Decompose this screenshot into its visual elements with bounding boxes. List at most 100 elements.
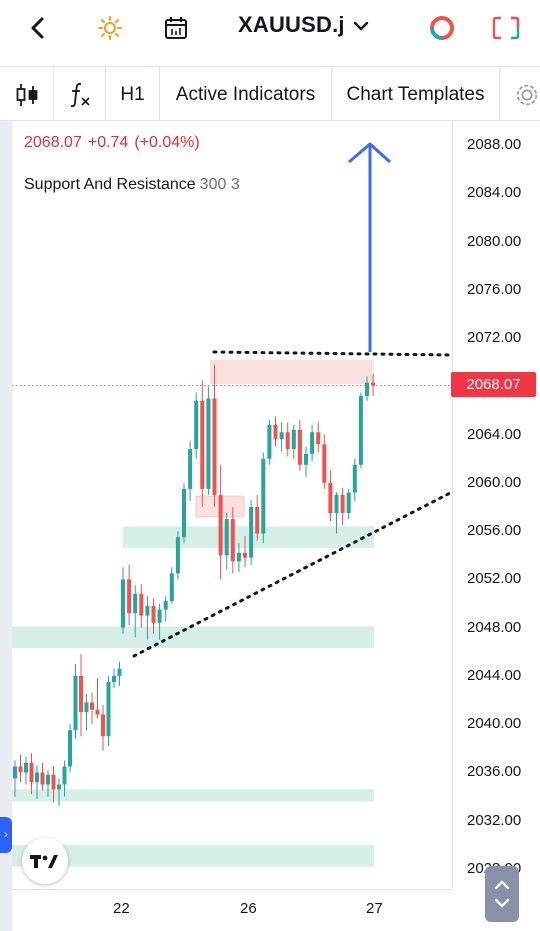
candle-body: [13, 766, 17, 779]
chevron-down-icon: [353, 21, 368, 31]
candle-body: [139, 593, 144, 616]
candle-body: [255, 507, 260, 534]
candle-body: [194, 400, 199, 450]
candle-body: [291, 429, 296, 450]
candle-body: [157, 609, 162, 623]
calendar-button[interactable]: [158, 8, 194, 48]
chevron-left-icon: [31, 17, 44, 39]
price-tick-label: 2076.00: [467, 280, 522, 298]
price-tick-label: 2052.00: [467, 570, 522, 588]
candle-body: [73, 675, 78, 731]
price-tick-label: 2044.00: [467, 666, 522, 684]
trade-ring-icon: [430, 16, 454, 40]
candlestick-icon: [16, 83, 37, 106]
price-change: +0.74: [87, 134, 129, 151]
indicator-params: 300 3: [199, 176, 240, 193]
price-tick-label: 2080.00: [467, 232, 522, 250]
back-button[interactable]: [20, 8, 56, 48]
price-tick-label: 2032.00: [467, 811, 522, 829]
indicator-name: Support And Resistance: [24, 176, 196, 193]
candle-body: [84, 702, 89, 713]
candle-body: [352, 464, 357, 493]
chevron-down-icon: [494, 898, 510, 908]
indicator-legend[interactable]: Support And Resistance 300 3: [24, 176, 240, 194]
candle-body: [106, 681, 111, 737]
candle-body: [316, 432, 321, 445]
candle-body: [18, 766, 23, 773]
candle-body: [163, 601, 168, 610]
candle-body: [127, 579, 132, 614]
price-tick-label: 2084.00: [467, 184, 522, 202]
price-legend: 2068.07 +0.74 (+0.04%): [24, 134, 206, 152]
candle-body: [310, 432, 315, 454]
scroll-to-realtime-button[interactable]: [485, 866, 519, 922]
candle-body: [188, 449, 193, 489]
candle-body: [358, 395, 363, 465]
target-arrow-head: [348, 142, 392, 164]
support-zone: [12, 844, 374, 867]
time-tick-label: 27: [366, 900, 383, 917]
fx-icon: [70, 82, 90, 107]
support-zone: [12, 789, 374, 802]
settings-button[interactable]: [500, 67, 540, 122]
candle-body: [340, 494, 345, 514]
drawing-toolbar-toggle[interactable]: ›: [0, 817, 12, 853]
chart-templates-button[interactable]: Chart Templates: [332, 67, 500, 122]
candle-body: [322, 444, 327, 483]
price-axis-separator: [452, 121, 453, 889]
resistance-zone: [210, 359, 374, 384]
candle-body: [62, 766, 67, 785]
candle-body: [133, 593, 138, 614]
candle-body: [46, 774, 50, 785]
candle-body: [346, 492, 351, 514]
candle-body: [224, 519, 229, 556]
candle-body: [182, 488, 186, 538]
candle-body: [206, 398, 211, 489]
time-tick-label: 22: [113, 900, 130, 917]
candle-body: [371, 382, 376, 386]
interval-button[interactable]: H1: [106, 67, 160, 122]
gear-icon: [516, 84, 538, 105]
tradingview-logo[interactable]: [22, 838, 68, 884]
price-tick-label: 2072.00: [467, 329, 522, 347]
candle-body: [267, 424, 272, 459]
candle-body: [169, 573, 174, 602]
price-tick-label: 2048.00: [467, 618, 522, 636]
candle-body: [279, 432, 284, 440]
candle-body: [95, 709, 100, 715]
candle-body: [151, 605, 156, 623]
chevron-right-icon: ›: [4, 829, 8, 841]
candle-body: [328, 482, 333, 514]
candle-body: [68, 730, 72, 767]
candle-body: [285, 432, 290, 450]
support-zone: [12, 626, 374, 649]
candle-body: [79, 675, 83, 713]
candle-body: [117, 668, 122, 676]
indicators-button[interactable]: [54, 67, 106, 122]
candle-body: [261, 458, 266, 534]
price-tick-label: 2040.00: [467, 715, 522, 733]
candle-body: [365, 382, 369, 396]
candle-body: [112, 675, 116, 682]
candle-body: [304, 453, 308, 465]
resistance-trendline: [212, 350, 454, 357]
candle-body: [334, 494, 339, 514]
price-tick-label: 2036.00: [467, 763, 522, 781]
price-change-pct: (+0.04%): [134, 134, 200, 151]
candle-body: [24, 762, 28, 773]
theme-toggle-button[interactable]: [92, 8, 128, 48]
price-tick-label: 2060.00: [467, 473, 522, 491]
candle-body: [29, 762, 34, 783]
candle-body: [90, 702, 94, 710]
tradingview-logo-icon: [30, 855, 58, 868]
trade-button[interactable]: [424, 8, 460, 48]
active-indicators-button[interactable]: Active Indicators: [160, 67, 332, 122]
symbol-selector[interactable]: XAUUSD.j: [238, 12, 369, 38]
price-tick-label: 2088.00: [467, 136, 522, 153]
layout-button[interactable]: [488, 8, 524, 48]
current-price-tag: 2068.07: [451, 372, 536, 397]
candle-body: [121, 579, 125, 628]
candle-body: [175, 537, 180, 574]
chart-type-button[interactable]: [0, 67, 54, 122]
